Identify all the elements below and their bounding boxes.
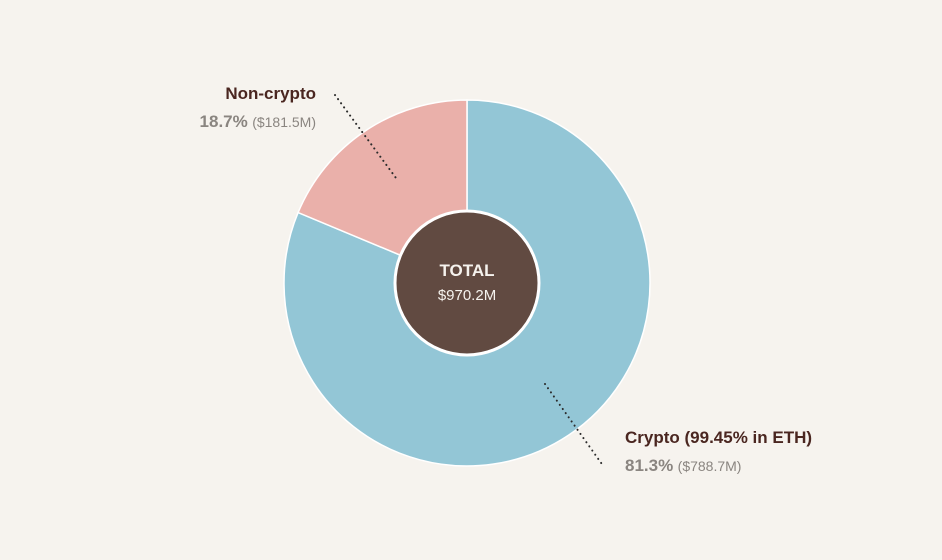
center-circle [393,209,541,357]
slice-name: Crypto (99.45% in ETH) [625,428,813,447]
leader-line-crypto [544,383,605,468]
slice-value: 18.7% ($181.5M) [200,112,316,132]
slice-percent: 81.3% [625,456,674,475]
slice-label-crypto: Crypto (99.45% in ETH) 81.3% ($788.7M) [625,428,812,476]
slice-amount: ($788.7M) [677,458,742,474]
center-total-title: TOTAL [439,261,495,280]
slice-name: Non-crypto [225,84,316,103]
slice-value: 81.3% ($788.7M) [625,456,812,476]
center-total-value: $970.2M [437,287,497,304]
slice-amount: ($181.5M) [252,114,316,130]
leader-line-non-crypto [334,94,397,179]
leader-lines [334,94,605,468]
slice-percent: 18.7% [199,112,248,131]
slice-label-non-crypto: Non-crypto 18.7% ($181.5M) [200,84,316,132]
